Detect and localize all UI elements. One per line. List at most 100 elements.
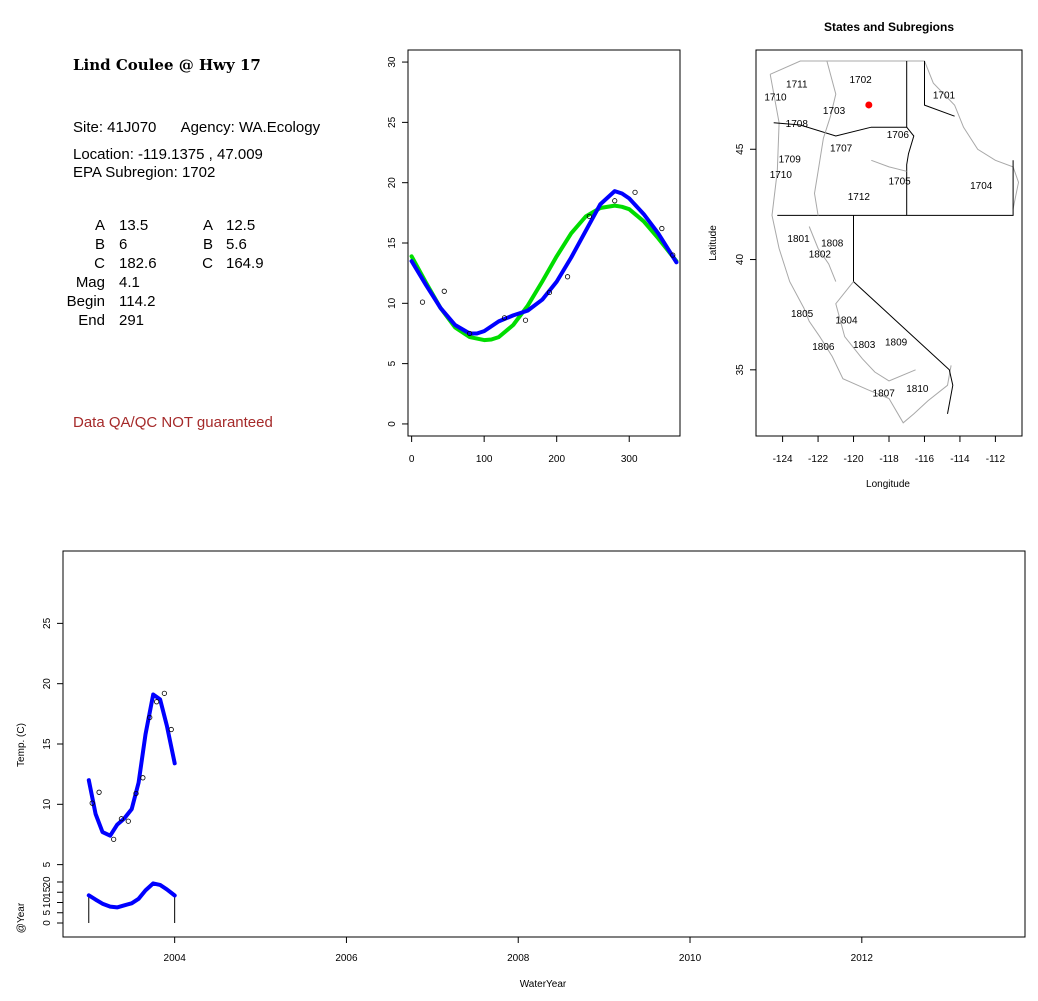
map-region-label: 1706 — [887, 130, 910, 141]
ts-data-point — [133, 790, 139, 797]
ts-data-point — [140, 775, 146, 781]
param-label-b: B — [94, 236, 105, 253]
map-region-label: 1712 — [848, 192, 871, 203]
map-chart: States and Subregions Longitude Latitude… — [708, 20, 1023, 490]
map-ca-nv-border — [853, 215, 954, 414]
ts-data-point — [118, 816, 125, 822]
ts-xlabel: WaterYear — [520, 979, 567, 990]
ts-data-point — [168, 726, 174, 733]
map-region-label: 1806 — [812, 342, 835, 353]
map-region-label: 1705 — [889, 177, 912, 188]
seasonal-data-point — [441, 288, 447, 294]
param-label-end: End — [78, 312, 105, 329]
map-region-label: 1807 — [873, 388, 896, 399]
param-value-b: 6 — [119, 236, 128, 253]
param-label-mag: Mag — [75, 274, 105, 291]
map-subregion-line — [808, 226, 837, 282]
qa-note: Data QA/QC NOT guaranteed — [73, 414, 273, 431]
location-line: Location: -119.1375 , 47.009 — [73, 146, 263, 163]
ts-data-point — [125, 818, 131, 824]
ts-annual-ytick-label: 0 — [42, 920, 53, 926]
map-xtick-label: -116 — [915, 454, 935, 465]
ts-data-point — [147, 714, 153, 721]
ts-xtick-label: 2004 — [164, 953, 187, 964]
map-42n-border — [777, 160, 1014, 216]
map-ylabel: Latitude — [708, 225, 719, 261]
map-ytick-label: 45 — [735, 143, 746, 155]
map-region-label: 1702 — [850, 75, 873, 86]
map-region-label: 1703 — [823, 106, 846, 117]
ts-xtick-label: 2008 — [507, 953, 530, 964]
param2-value-c: 164.9 — [226, 255, 264, 272]
param-value-a: 13.5 — [119, 217, 149, 234]
map-region-label: 1804 — [835, 316, 858, 327]
seasonal-ytick-label: 15 — [387, 237, 398, 249]
seasonal-data-point — [546, 289, 553, 296]
ts-ylabel-annual: @Year — [16, 902, 27, 933]
map-region-label: 1809 — [885, 338, 908, 349]
param2-value-a: 12.5 — [226, 217, 256, 234]
map-region-label: 1704 — [970, 181, 993, 192]
ts-data-point — [96, 789, 102, 795]
map-ytick-label: 40 — [735, 254, 746, 266]
map-xtick-label: -112 — [986, 454, 1006, 465]
seasonal-fit-green-line — [409, 203, 679, 343]
subregion-line: EPA Subregion: 1702 — [73, 164, 216, 181]
map-region-label: 1808 — [821, 238, 844, 249]
map-ytick-label: 35 — [735, 364, 746, 376]
param-value-mag: 4.1 — [119, 274, 140, 291]
seasonal-ytick-label: 20 — [387, 177, 398, 189]
ts-data-point — [89, 800, 95, 806]
site-title: Lind Coulee @ Hwy 17 — [73, 56, 261, 74]
param-value-end: 291 — [119, 312, 145, 329]
map-xtick-label: -124 — [773, 454, 793, 465]
map-region-label: 1710 — [764, 93, 787, 104]
ts-annual-ytick-label: 15 — [42, 886, 53, 898]
seasonal-chart: 0 100 200 300 0 5 10 15 20 25 30 — [387, 49, 681, 465]
map-region-label: 1802 — [809, 249, 832, 260]
seasonal-fit-blue-line — [409, 189, 679, 336]
ts-xtick-label: 2006 — [335, 953, 358, 964]
seasonal-xtick-label: 200 — [548, 454, 565, 465]
ts-annual-ytick-label: 20 — [42, 876, 53, 888]
map-title: States and Subregions — [824, 20, 954, 34]
seasonal-plot-frame — [407, 49, 681, 437]
map-coast-outline — [769, 74, 952, 424]
timeseries-chart: WaterYear Temp. (C) @Year 2004 2006 2008 20… — [16, 550, 1026, 990]
ts-fit-line — [86, 692, 177, 838]
map-xtick-label: -118 — [879, 454, 899, 465]
map-region-label: 1801 — [787, 234, 810, 245]
seasonal-data-point — [501, 315, 508, 321]
param-value-c: 182.6 — [119, 255, 157, 272]
seasonal-ytick-label: 10 — [387, 297, 398, 309]
ts-data-point — [111, 836, 117, 842]
seasonal-ytick-label: 25 — [387, 116, 398, 128]
ts-ytick-label: 10 — [42, 798, 53, 810]
seasonal-data-point — [522, 317, 529, 323]
seasonal-xtick-label: 300 — [621, 454, 638, 465]
seasonal-data-point — [612, 198, 618, 204]
param2-value-b: 5.6 — [226, 236, 247, 253]
param2-label-b: B — [202, 236, 213, 253]
ts-data-point — [154, 699, 160, 705]
ts-annual-line — [86, 881, 177, 910]
map-site-point — [865, 101, 873, 109]
map-subregion-line — [871, 159, 907, 172]
seasonal-ytick-label: 0 — [387, 421, 398, 427]
map-region-label: 1711 — [786, 79, 808, 90]
map-xtick-label: -114 — [950, 454, 970, 465]
map-region-label: 1708 — [786, 119, 809, 130]
seasonal-ytick-label: 5 — [387, 360, 398, 366]
seasonal-data-point — [419, 299, 426, 305]
param-label-a: A — [94, 217, 105, 234]
seasonal-data-point — [670, 252, 676, 258]
ts-plot-frame — [62, 550, 1026, 938]
map-region-label: 1810 — [906, 384, 929, 395]
map-xtick-label: -122 — [808, 454, 828, 465]
param2-label-a: A — [202, 217, 213, 234]
param-label-c: C — [94, 255, 105, 272]
map-or-id-border — [906, 126, 915, 216]
seasonal-data-point — [632, 189, 638, 195]
ts-annual-ytick-label: 10 — [42, 897, 53, 909]
